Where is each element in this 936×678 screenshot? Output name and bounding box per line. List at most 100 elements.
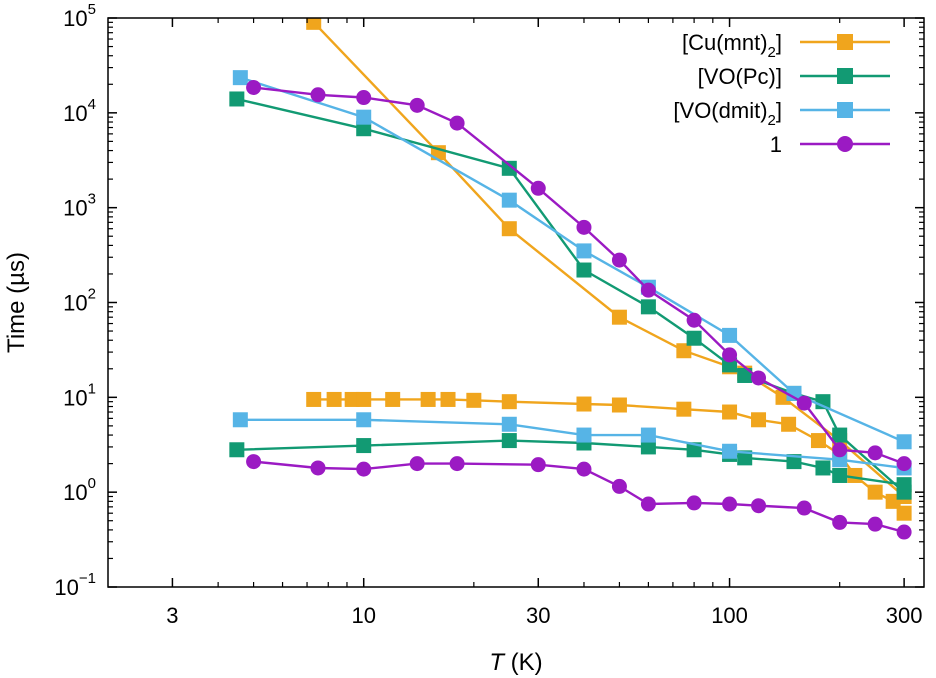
data-point <box>501 221 517 237</box>
x-axis-symbol: T <box>489 649 506 676</box>
series-line <box>253 86 905 465</box>
legend-label: [VO(Pc)] <box>698 64 782 89</box>
data-point <box>356 109 372 125</box>
data-point <box>722 443 738 459</box>
y-tick-label: 101 <box>63 380 96 410</box>
data-point <box>786 385 802 401</box>
y-tick-label: 102 <box>63 286 96 316</box>
y-tick-label: 104 <box>63 96 96 126</box>
data-point <box>449 115 465 131</box>
legend-label: [VO(dmit)2] <box>673 98 782 129</box>
data-point <box>751 412 767 428</box>
series-line <box>239 76 905 443</box>
data-point <box>356 121 372 137</box>
data-point <box>229 442 245 458</box>
y-tick-label: 105 <box>63 1 96 31</box>
data-point <box>501 433 517 449</box>
data-point <box>722 496 738 512</box>
legend-marker <box>837 102 853 118</box>
data-point <box>356 438 372 454</box>
data-point <box>246 79 262 95</box>
legend: [Cu(mnt)2] [VO(Pc)] [VO(dmit)2] 1 <box>673 30 890 157</box>
data-point <box>576 396 592 412</box>
x-axis-unit: (K) <box>504 649 543 676</box>
x-axis-title: T (K) <box>489 649 542 676</box>
series-line <box>240 418 905 470</box>
series-1 <box>229 91 912 500</box>
data-point <box>640 496 656 512</box>
data-point <box>356 90 372 106</box>
data-point <box>640 427 656 443</box>
data-point <box>686 312 702 328</box>
data-point <box>246 454 262 470</box>
y-tick-label: 10−1 <box>54 570 96 600</box>
data-point <box>356 461 372 477</box>
data-point <box>576 219 592 235</box>
data-point <box>737 367 753 383</box>
data-point <box>751 498 767 514</box>
data-point <box>611 478 627 494</box>
x-tick-label: 10 <box>351 603 375 628</box>
data-point <box>832 514 848 530</box>
data-point <box>501 394 517 410</box>
legend-entry: [VO(dmit)2] <box>673 98 890 129</box>
y-tick-label: 103 <box>63 191 96 221</box>
data-point <box>722 404 738 420</box>
legend-marker <box>837 34 853 50</box>
data-point <box>867 484 883 500</box>
data-point <box>409 456 425 472</box>
data-point <box>530 457 546 473</box>
legend-label: 1 <box>770 132 782 157</box>
data-point <box>440 391 456 407</box>
data-point <box>576 427 592 443</box>
x-tick-label: 3 <box>166 603 178 628</box>
data-point <box>501 160 517 176</box>
data-point <box>310 87 326 103</box>
plot-marks <box>229 18 912 540</box>
data-point <box>815 460 831 476</box>
data-point <box>676 343 692 359</box>
x-tick-label: 300 <box>886 603 923 628</box>
data-point <box>867 516 883 532</box>
data-point <box>796 500 812 516</box>
data-point <box>501 192 517 208</box>
data-point <box>611 397 627 413</box>
data-point <box>306 18 322 30</box>
data-point <box>420 391 436 407</box>
series-line <box>236 439 905 486</box>
data-point <box>409 97 425 113</box>
data-point <box>306 391 322 407</box>
data-point <box>344 391 360 407</box>
data-point <box>686 330 702 346</box>
data-point <box>385 391 401 407</box>
data-point <box>847 467 863 483</box>
data-point <box>896 505 912 521</box>
data-point <box>356 391 372 407</box>
axis-ticks: 10−1 100 101 102 103 104 105 3 10 30 100 300 <box>54 1 924 628</box>
data-point <box>576 262 592 278</box>
data-point <box>832 442 848 458</box>
data-point <box>310 460 326 476</box>
series-2 <box>232 70 912 476</box>
data-point <box>786 454 802 470</box>
data-point <box>722 347 738 363</box>
data-point <box>810 433 826 449</box>
series-line <box>312 21 905 498</box>
data-point <box>611 309 627 325</box>
data-point <box>781 416 797 432</box>
series-line <box>253 460 905 534</box>
legend-entry: 1 <box>770 132 890 157</box>
data-point <box>676 401 692 417</box>
data-point <box>466 392 482 408</box>
data-point <box>832 427 848 443</box>
x-tick-label: 30 <box>526 603 550 628</box>
y-axis-title: Time (µs) <box>3 252 30 353</box>
data-point <box>530 180 546 196</box>
data-point <box>796 395 812 411</box>
data-point <box>722 327 738 343</box>
y-tick-label: 100 <box>63 475 96 505</box>
data-point <box>867 445 883 461</box>
legend-marker <box>837 68 853 84</box>
x-tick-label: 100 <box>711 603 748 628</box>
